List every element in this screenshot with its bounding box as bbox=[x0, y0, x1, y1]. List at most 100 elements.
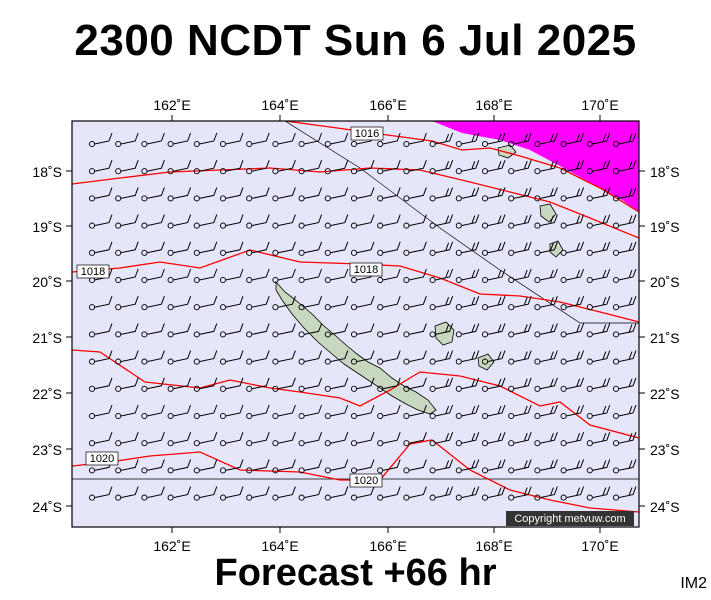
lat-tick-label: 21˚S bbox=[650, 330, 680, 346]
wind-barb-station bbox=[115, 412, 122, 420]
wind-barb-shaft bbox=[173, 459, 192, 471]
wind-barb-shaft bbox=[94, 214, 113, 227]
wind-barb-shaft bbox=[539, 241, 558, 254]
wind-barb-shaft bbox=[461, 459, 480, 471]
wind-barb-shaft bbox=[566, 377, 585, 390]
wind-barb-shaft bbox=[487, 268, 506, 281]
wind-barb-shaft bbox=[277, 350, 296, 363]
wind-barb-shaft bbox=[539, 160, 558, 172]
wind-barb-station bbox=[115, 358, 122, 365]
wind-barb-shaft bbox=[356, 160, 375, 172]
wind-barb-shaft bbox=[120, 241, 139, 254]
lon-tick-label: 164˚E bbox=[261, 538, 298, 554]
wind-barb-shaft bbox=[461, 486, 480, 499]
wind-barb-shaft bbox=[566, 214, 585, 227]
wind-barb-shaft bbox=[199, 187, 218, 199]
wind-barb-shaft bbox=[173, 214, 192, 227]
lon-tick-label: 166˚E bbox=[369, 538, 406, 554]
wind-barb-shaft bbox=[225, 160, 244, 172]
wind-barb-shaft bbox=[94, 404, 113, 417]
wind-barb-shaft bbox=[356, 432, 375, 444]
wind-barb-shaft bbox=[566, 132, 585, 145]
wind-barb-shaft bbox=[120, 350, 139, 363]
lon-tick-label: 170˚E bbox=[581, 538, 618, 554]
wind-barb-shaft bbox=[435, 214, 454, 227]
wind-barb-station bbox=[115, 140, 122, 148]
isobar-label: 1018 bbox=[354, 264, 378, 276]
wind-barb-shaft bbox=[435, 350, 454, 363]
wind-barb-shaft bbox=[173, 268, 192, 281]
lat-tick-label: 23˚S bbox=[650, 442, 680, 458]
wind-barb-shaft bbox=[382, 268, 401, 281]
wind-barb-shaft bbox=[435, 187, 454, 199]
wind-barb-shaft bbox=[487, 377, 506, 390]
wind-barb-shaft bbox=[618, 404, 637, 417]
wind-barb-shaft bbox=[408, 187, 427, 199]
wind-barb-shaft bbox=[94, 132, 113, 145]
wind-barb-shaft bbox=[199, 214, 218, 227]
lat-tick-label: 24˚S bbox=[650, 499, 680, 515]
wind-barb-shaft bbox=[94, 323, 113, 335]
wind-barb-shaft bbox=[277, 187, 296, 199]
wind-barb-shaft bbox=[435, 404, 454, 417]
wind-barb-shaft bbox=[251, 323, 270, 335]
wind-barb-shaft bbox=[356, 187, 375, 199]
wind-barb-shaft bbox=[330, 132, 349, 145]
axis-ticks bbox=[66, 115, 645, 533]
wind-barb-shaft bbox=[94, 160, 113, 172]
wind-barb-shaft bbox=[94, 350, 113, 363]
wind-barb-shaft bbox=[146, 404, 165, 417]
wind-barb-shaft bbox=[146, 132, 165, 145]
wind-barb-shaft bbox=[120, 160, 139, 172]
wind-barb-shaft bbox=[225, 296, 244, 308]
wind-barb-shaft bbox=[199, 404, 218, 417]
wind-barb-shaft bbox=[408, 268, 427, 281]
wind-barb-shaft bbox=[592, 323, 611, 335]
wind-barb-station bbox=[219, 168, 227, 175]
wind-barb-shaft bbox=[566, 296, 585, 308]
wind-barb-shaft bbox=[173, 160, 192, 172]
wind-barb-shaft bbox=[304, 323, 323, 335]
wind-barb-shaft bbox=[251, 268, 270, 281]
wind-barb-shaft bbox=[330, 187, 349, 199]
wind-barb-shaft bbox=[513, 132, 532, 145]
wind-barb-shaft bbox=[408, 160, 427, 172]
wind-barb-shaft bbox=[592, 377, 611, 390]
wind-barb-station bbox=[141, 304, 148, 311]
lat-tick-label: 19˚S bbox=[32, 219, 62, 235]
wind-barb-shaft bbox=[461, 350, 480, 363]
wind-barb-shaft bbox=[539, 486, 558, 499]
wind-barb-shaft bbox=[251, 350, 270, 363]
lifou-island bbox=[477, 353, 495, 371]
wind-barb-shaft bbox=[513, 323, 532, 335]
wind-barb-shaft bbox=[566, 241, 585, 254]
isobar-label: 1020 bbox=[90, 453, 114, 465]
wind-barb-shaft bbox=[382, 214, 401, 227]
wind-barb-station bbox=[246, 222, 253, 229]
wind-barb-shaft bbox=[461, 132, 480, 145]
wind-barb-shaft bbox=[173, 296, 192, 308]
wind-barb-shaft bbox=[330, 432, 349, 444]
wind-barb-station bbox=[219, 440, 227, 447]
wind-barb-shaft bbox=[435, 486, 454, 499]
wind-barb-shaft bbox=[592, 486, 611, 499]
wind-barb-shaft bbox=[539, 432, 558, 444]
wind-barb-shaft bbox=[146, 187, 165, 199]
wind-barb-shaft bbox=[487, 214, 506, 227]
wind-barb-shaft bbox=[173, 377, 192, 390]
wind-barb-shaft bbox=[146, 241, 165, 254]
wind-barb-station bbox=[219, 412, 227, 420]
wind-barb-shaft bbox=[304, 459, 323, 471]
wind-barb-shaft bbox=[330, 323, 349, 335]
wind-barb-shaft bbox=[120, 214, 139, 227]
wind-barb-shaft bbox=[251, 132, 270, 145]
isobar-label: 1018 bbox=[81, 266, 105, 278]
wind-barb-shaft bbox=[513, 404, 532, 417]
wind-barb-shaft bbox=[251, 160, 270, 172]
wind-barb-station bbox=[219, 222, 227, 229]
wind-barb-shaft bbox=[539, 296, 558, 308]
forecast-label: Forecast +66 hr bbox=[214, 552, 497, 594]
wind-barb-shaft bbox=[94, 486, 113, 499]
wind-barb-shaft bbox=[94, 296, 113, 308]
wind-barb-shaft bbox=[277, 214, 296, 227]
